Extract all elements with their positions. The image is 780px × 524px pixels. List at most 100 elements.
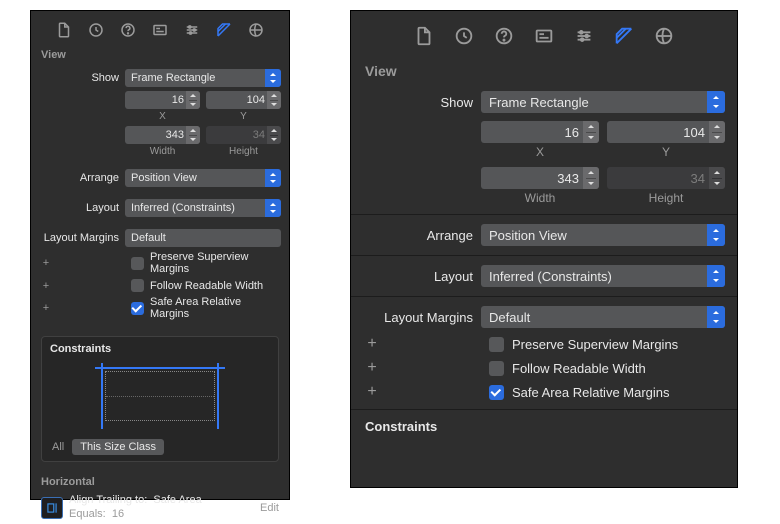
width-value: 343 [166,129,184,141]
constraints-diagram[interactable] [75,359,245,433]
safearea-label: Safe Area Relative Margins [150,296,281,320]
show-label: Show [39,72,119,84]
y-stepper[interactable] [709,121,725,143]
constraint-icon [41,497,63,519]
file-icon[interactable] [413,25,435,47]
readable-width-checkbox[interactable] [131,279,144,292]
height-label: Height [229,146,258,157]
y-field[interactable]: 104 [206,91,281,109]
file-icon[interactable] [55,21,73,39]
constraint-text-2a: Equals: [69,508,106,520]
add-button[interactable]: + [39,302,53,314]
show-popup[interactable]: Frame Rectangle [125,69,281,87]
height-stepper[interactable] [267,126,281,144]
filter-this-button[interactable]: This Size Class [72,439,164,455]
connections-icon[interactable] [653,25,675,47]
constraint-text-1b: Safe Area [153,494,201,506]
margins-label: Layout Margins [39,232,119,244]
margins-popup[interactable]: Default [125,229,281,247]
x-stepper[interactable] [186,91,200,109]
width-stepper[interactable] [583,167,599,189]
arrange-popup[interactable]: Position View [125,169,281,187]
preserve-margins-label: Preserve Superview Margins [512,337,678,352]
x-stepper[interactable] [583,121,599,143]
y-stepper[interactable] [267,91,281,109]
history-icon[interactable] [87,21,105,39]
divider [351,296,737,297]
show-value: Frame Rectangle [489,95,589,110]
connections-icon[interactable] [247,21,265,39]
size-icon[interactable] [613,25,635,47]
readable-width-label: Follow Readable Width [150,280,263,292]
show-label: Show [363,95,473,110]
safearea-checkbox[interactable] [489,385,504,400]
height-field[interactable]: 34 [607,167,725,189]
arrange-value: Position View [131,172,197,184]
y-label: Y [240,111,247,122]
y-value: 104 [683,125,705,140]
y-field[interactable]: 104 [607,121,725,143]
layout-popup[interactable]: Inferred (Constraints) [125,199,281,217]
layout-popup[interactable]: Inferred (Constraints) [481,265,725,287]
arrange-popup[interactable]: Position View [481,224,725,246]
popup-arrows-icon [265,169,281,187]
width-field[interactable]: 343 [481,167,599,189]
add-button[interactable]: + [363,335,381,353]
height-value: 34 [691,171,705,186]
layout-label: Layout [363,269,473,284]
margins-label: Layout Margins [363,310,473,325]
constraints-title: Constraints [351,415,737,438]
width-field[interactable]: 343 [125,126,200,144]
add-button[interactable]: + [39,280,53,292]
divider [351,409,737,410]
help-icon[interactable] [493,25,515,47]
height-value: 34 [253,129,265,141]
preserve-margins-label: Preserve Superview Margins [150,251,281,275]
layout-label: Layout [39,202,119,214]
show-value: Frame Rectangle [131,72,215,84]
show-popup[interactable]: Frame Rectangle [481,91,725,113]
horizontal-title: Horizontal [41,476,279,488]
add-button[interactable]: + [363,359,381,377]
history-icon[interactable] [453,25,475,47]
width-stepper[interactable] [186,126,200,144]
x-field[interactable]: 16 [481,121,599,143]
popup-arrows-icon [707,265,725,287]
popup-arrows-icon [707,91,725,113]
size-icon[interactable] [215,21,233,39]
inspector-panel-large: View Show Frame Rectangle 16 X 104 Y [350,10,738,488]
popup-arrows-icon [707,306,725,328]
width-value: 343 [557,171,579,186]
identity-icon[interactable] [151,21,169,39]
inspector-panel-small: View Show Frame Rectangle 16 X 104 Y [30,10,290,500]
margins-popup[interactable]: Default [481,306,725,328]
x-label: X [536,145,544,159]
attributes-icon[interactable] [183,21,201,39]
identity-icon[interactable] [533,25,555,47]
height-stepper[interactable] [709,167,725,189]
arrange-value: Position View [489,228,567,243]
x-label: X [159,111,166,122]
readable-width-checkbox[interactable] [489,361,504,376]
popup-arrows-icon [265,199,281,217]
divider [351,214,737,215]
constraints-title: Constraints [50,343,270,355]
safearea-checkbox[interactable] [131,302,144,315]
attributes-icon[interactable] [573,25,595,47]
constraint-row[interactable]: Align Trailing to: Safe Area Equals: 16 … [41,492,279,524]
add-button[interactable]: + [39,257,53,269]
arrange-label: Arrange [39,172,119,184]
filter-all-button[interactable]: All [52,441,64,453]
add-button[interactable]: + [363,383,381,401]
preserve-margins-checkbox[interactable] [131,257,144,270]
help-icon[interactable] [119,21,137,39]
edit-button[interactable]: Edit [260,502,279,514]
height-field[interactable]: 34 [206,126,281,144]
arrange-label: Arrange [363,228,473,243]
x-field[interactable]: 16 [125,91,200,109]
readable-width-label: Follow Readable Width [512,361,646,376]
safearea-label: Safe Area Relative Margins [512,385,670,400]
layout-value: Inferred (Constraints) [131,202,235,214]
preserve-margins-checkbox[interactable] [489,337,504,352]
margins-value: Default [131,232,166,244]
